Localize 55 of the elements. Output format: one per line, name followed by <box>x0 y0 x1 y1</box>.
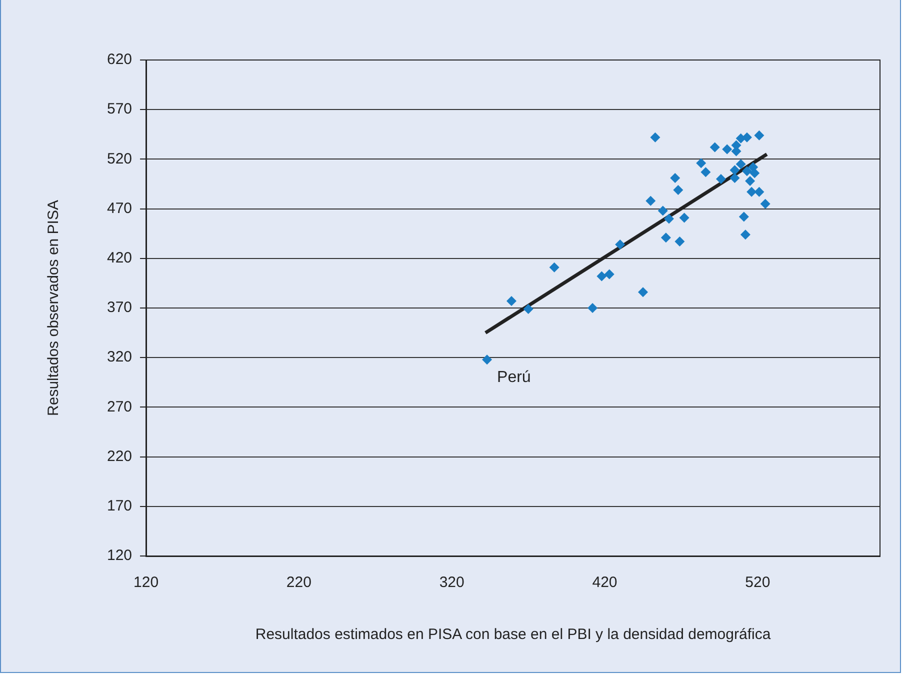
point <box>754 130 764 140</box>
point <box>588 303 598 313</box>
y-tick-label: 170 <box>106 498 132 515</box>
y-tick-label: 270 <box>106 398 132 416</box>
point <box>736 159 746 170</box>
y-tick-label: 420 <box>106 250 132 267</box>
point <box>745 176 756 186</box>
point <box>679 212 690 223</box>
y-tick-label: 520 <box>106 150 132 168</box>
x-tick-label: 520 <box>745 574 770 592</box>
point <box>742 166 752 176</box>
point <box>658 206 668 216</box>
point <box>716 174 726 184</box>
point <box>506 296 516 306</box>
point <box>482 354 492 365</box>
y-tick-label: 370 <box>106 299 132 316</box>
point <box>742 132 752 142</box>
y-tick-label: 470 <box>106 200 132 217</box>
x-tick-label: 320 <box>439 574 464 592</box>
x-tick-label: 120 <box>134 574 159 592</box>
point <box>696 158 706 168</box>
point <box>670 173 680 184</box>
point <box>646 196 656 206</box>
y-tick-label: 220 <box>106 448 132 465</box>
y-tick-label: 320 <box>106 348 132 366</box>
point <box>650 132 660 142</box>
point <box>596 271 607 282</box>
point <box>760 198 770 209</box>
point <box>664 214 674 224</box>
y-axis-title: Resultados observados en PISA <box>45 200 62 416</box>
y-tick-label: 120 <box>106 547 132 564</box>
point <box>673 184 684 195</box>
point <box>660 232 671 243</box>
y-tick-label: 620 <box>106 51 132 68</box>
point <box>750 168 760 178</box>
point <box>615 240 626 250</box>
point <box>730 165 740 176</box>
point <box>722 144 732 154</box>
x-tick-label: 220 <box>286 574 312 592</box>
point <box>549 262 560 272</box>
point <box>754 186 764 197</box>
point <box>710 142 720 152</box>
point <box>730 173 740 184</box>
point <box>746 186 757 197</box>
y-tick-label: 570 <box>106 100 132 118</box>
point <box>700 167 711 178</box>
point <box>638 287 648 298</box>
x-axis-title: Resultados estimados en PISA con base en el PBI y la densidad demográfica <box>255 626 772 644</box>
point <box>738 212 749 222</box>
point <box>604 269 614 280</box>
point <box>523 304 534 314</box>
point <box>740 230 750 240</box>
annotation: Perú <box>497 368 531 386</box>
x-tick-label: 420 <box>592 574 618 592</box>
point <box>674 236 685 247</box>
